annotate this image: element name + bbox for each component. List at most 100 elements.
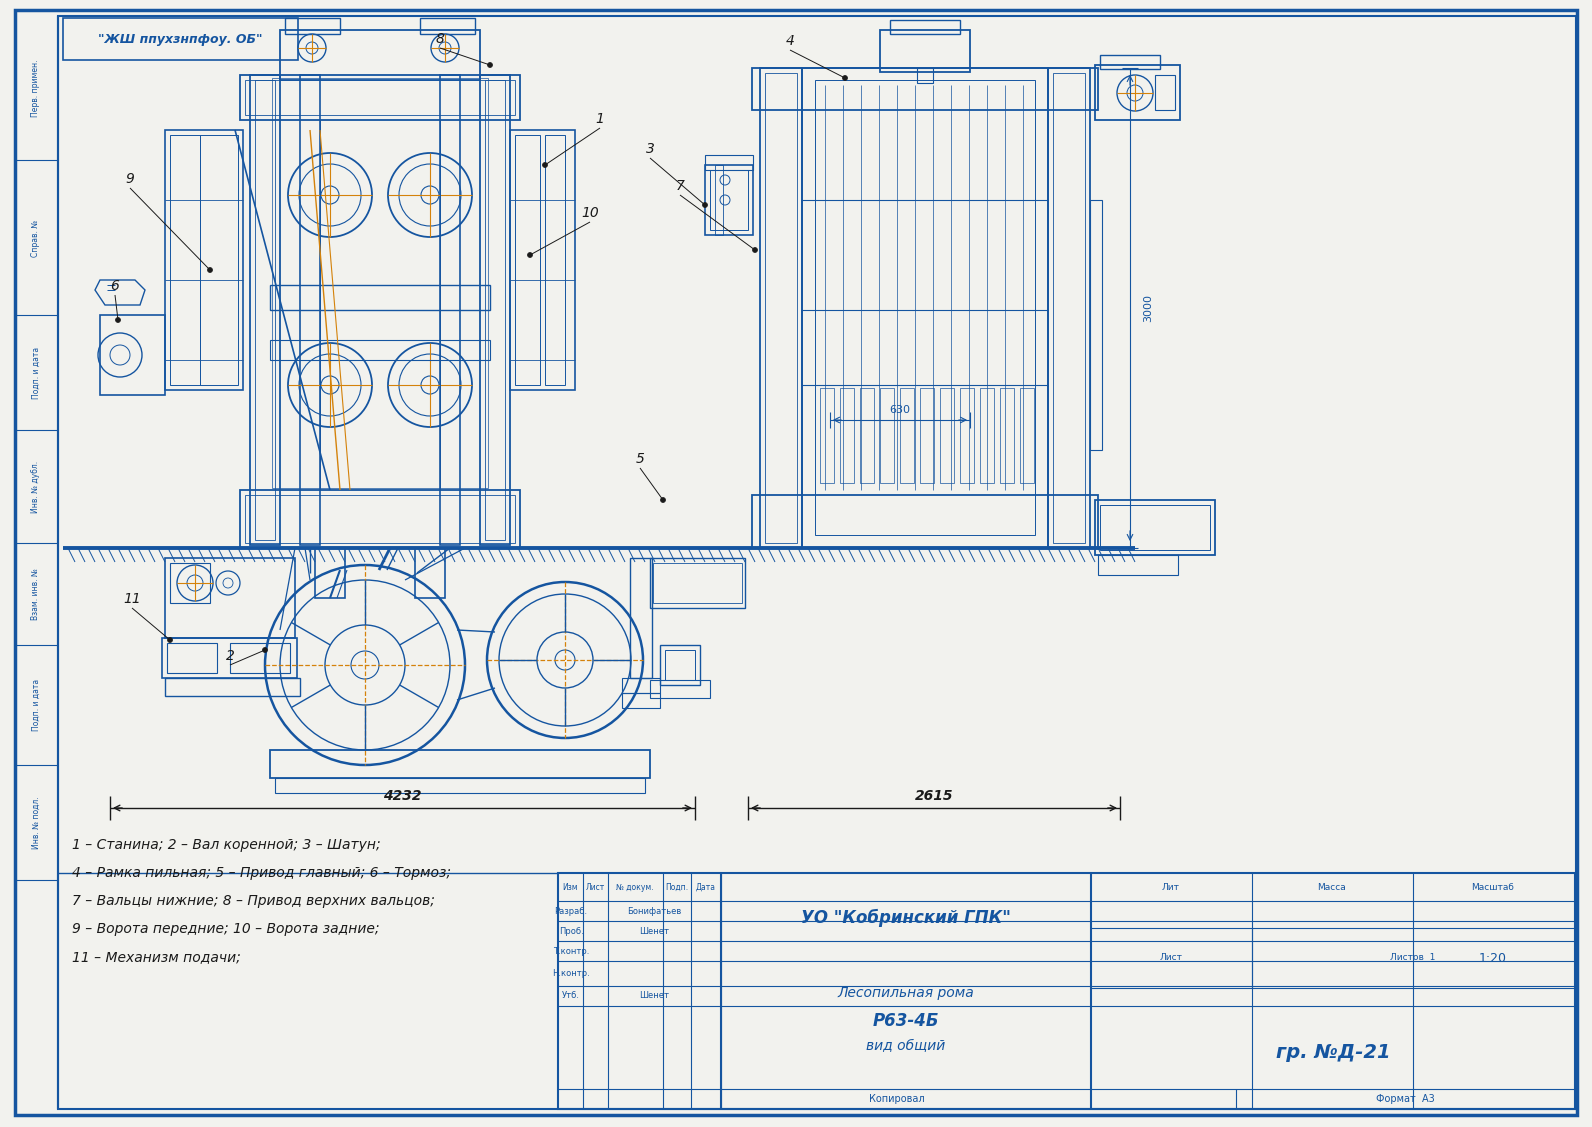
Text: 10: 10: [581, 206, 599, 220]
Text: Дата: Дата: [696, 882, 716, 891]
Bar: [802, 68, 1048, 548]
Text: Листов  1: Листов 1: [1390, 953, 1436, 962]
Text: Лит: Лит: [1162, 882, 1180, 891]
Bar: [705, 156, 753, 170]
Bar: [250, 76, 280, 545]
Bar: [162, 638, 298, 678]
Bar: [1048, 68, 1091, 548]
Text: № докум.: № докум.: [616, 882, 654, 891]
Bar: [255, 80, 275, 540]
Bar: [815, 80, 1035, 535]
Bar: [705, 165, 753, 236]
Text: Справ. №: Справ. №: [32, 220, 40, 257]
Bar: [960, 388, 974, 483]
Bar: [899, 388, 914, 483]
Circle shape: [167, 638, 172, 642]
Bar: [1098, 554, 1178, 575]
Bar: [880, 388, 895, 483]
Circle shape: [702, 203, 707, 207]
Circle shape: [116, 318, 121, 322]
Text: 3000: 3000: [1143, 294, 1153, 322]
Circle shape: [543, 162, 548, 168]
Text: Шенет: Шенет: [638, 992, 669, 1001]
Text: 1 – Станина; 2 – Вал коренной; 3 – Шатун;: 1 – Станина; 2 – Вал коренной; 3 – Шатун…: [72, 838, 380, 852]
Text: 7 – Вальцы нижние; 8 – Привод верхних вальцов;: 7 – Вальцы нижние; 8 – Привод верхних ва…: [72, 894, 435, 908]
Text: Формат  А3: Формат А3: [1375, 1094, 1434, 1104]
Text: Лист: Лист: [1159, 953, 1183, 962]
Text: 11 – Механизм подачи;: 11 – Механизм подачи;: [72, 950, 240, 964]
Text: Лесопильная рома: Лесопильная рома: [837, 986, 974, 1000]
Bar: [1052, 73, 1086, 543]
Text: 4232: 4232: [384, 789, 422, 804]
Text: вид общий: вид общий: [866, 1039, 946, 1053]
Text: Инв. № подл.: Инв. № подл.: [32, 797, 40, 850]
Bar: [416, 548, 446, 598]
Text: 9 – Ворота передние; 10 – Ворота задние;: 9 – Ворота передние; 10 – Ворота задние;: [72, 922, 379, 937]
Text: Н.контр.: Н.контр.: [552, 968, 591, 977]
Bar: [275, 778, 645, 793]
Bar: [167, 644, 217, 673]
Bar: [170, 135, 201, 385]
Bar: [653, 564, 742, 603]
Bar: [917, 68, 933, 83]
Bar: [315, 548, 345, 598]
Bar: [481, 76, 509, 545]
Text: Копировал: Копировал: [869, 1094, 925, 1104]
Text: "ЖШ ппухзнпфоу. ОБ": "ЖШ ппухзнпфоу. ОБ": [97, 33, 263, 45]
Bar: [559, 873, 1574, 1109]
Text: 3: 3: [646, 142, 654, 156]
Bar: [981, 388, 993, 483]
Bar: [514, 135, 540, 385]
Bar: [240, 490, 521, 548]
Text: Подп. и дата: Подп. и дата: [32, 347, 40, 399]
Bar: [860, 388, 874, 483]
Bar: [64, 18, 298, 60]
Text: Взам. инв. №: Взам. инв. №: [32, 568, 40, 620]
Bar: [1095, 500, 1215, 554]
Bar: [622, 693, 661, 708]
Text: Изм: Изм: [562, 882, 578, 891]
Text: 1: 1: [595, 112, 605, 126]
Bar: [166, 130, 244, 390]
Bar: [630, 558, 653, 678]
Bar: [299, 76, 320, 545]
Bar: [1091, 199, 1102, 450]
Bar: [1020, 388, 1033, 483]
Text: 4: 4: [785, 34, 794, 48]
Bar: [271, 749, 650, 778]
Text: 6: 6: [110, 279, 119, 293]
Bar: [766, 73, 798, 543]
Bar: [939, 388, 954, 483]
Bar: [439, 76, 460, 545]
Text: УО "Кобринский ГПК": УО "Кобринский ГПК": [801, 908, 1011, 928]
Text: Т.контр.: Т.контр.: [552, 947, 589, 956]
Text: 4 – Рамка пильная; 5 – Привод главный; 6 – Тормоз;: 4 – Рамка пильная; 5 – Привод главный; 6…: [72, 866, 451, 880]
Bar: [751, 495, 1098, 548]
Bar: [715, 165, 723, 236]
Text: 9: 9: [126, 172, 134, 186]
Text: Утб.: Утб.: [562, 992, 579, 1001]
Bar: [271, 285, 490, 310]
Text: 8: 8: [436, 32, 444, 46]
Bar: [201, 135, 237, 385]
Bar: [1100, 505, 1210, 550]
Bar: [650, 558, 745, 607]
Text: 5: 5: [635, 452, 645, 465]
Bar: [1100, 55, 1161, 69]
Bar: [650, 680, 710, 698]
Text: 630: 630: [890, 405, 911, 415]
Bar: [759, 68, 802, 548]
Text: Разраб.: Разраб.: [554, 906, 587, 915]
Bar: [285, 18, 341, 34]
Circle shape: [842, 76, 847, 80]
Text: Лист: Лист: [586, 882, 605, 891]
Bar: [245, 80, 514, 115]
Text: Р63-4Б: Р63-4Б: [872, 1012, 939, 1030]
Bar: [820, 388, 834, 483]
Circle shape: [263, 648, 267, 653]
Bar: [880, 30, 970, 72]
Text: 2: 2: [226, 649, 234, 663]
Circle shape: [527, 252, 532, 257]
Text: Проб.: Проб.: [559, 926, 583, 935]
Bar: [710, 170, 748, 230]
